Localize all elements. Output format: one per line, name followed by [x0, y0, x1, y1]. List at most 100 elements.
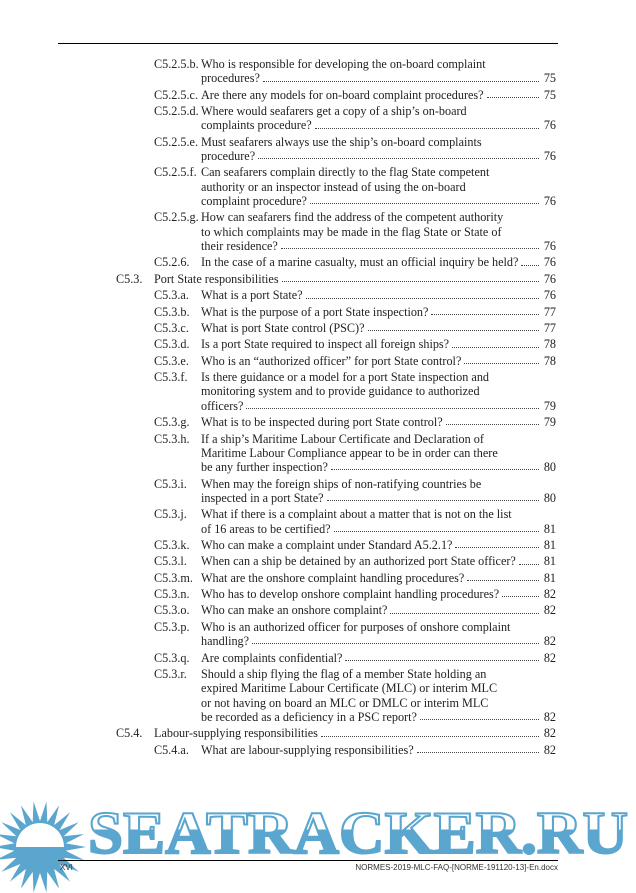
toc-page-number[interactable]: 78 — [543, 337, 556, 352]
toc-title: procedures? — [201, 71, 260, 86]
toc-entry[interactable]: C5.3.b. What is the purpose of a port Sta… — [0, 305, 636, 319]
toc-entry[interactable]: C5.3.f. Is there guidance or a model for … — [0, 370, 636, 413]
toc-page-number[interactable]: 81 — [543, 521, 556, 536]
toc-section[interactable]: C5.4. Labour-supplying responsibilities 82 — [0, 726, 636, 740]
toc-page-number[interactable]: 82 — [543, 650, 556, 665]
toc-title: Is there guidance or a model for a port … — [201, 370, 490, 385]
toc-entry[interactable]: C5.3.n. Who has to develop onshore compla… — [0, 587, 636, 601]
toc-page-number[interactable]: 76 — [543, 255, 556, 270]
toc-title: of 16 areas to be certified? — [201, 521, 331, 536]
toc-entry[interactable]: C5.2.5.f. Can seafarers complain directly… — [0, 165, 636, 208]
toc-page-number[interactable]: 82 — [543, 726, 556, 741]
toc-last-line: What is the purpose of a port State insp… — [201, 305, 541, 319]
toc-entry[interactable]: C5.2.5.b. Who is responsible for developi… — [0, 57, 636, 86]
toc-page-number[interactable]: 82 — [543, 603, 556, 618]
toc-last-line: complaints procedure? — [201, 118, 541, 132]
toc-line: C5.2.6. In the case of a marine casualty,… — [0, 255, 636, 269]
toc-last-line: Are complaints confidential? — [201, 651, 541, 665]
footer-filename: NORMES-2019-MLC-FAQ-[NORME-191120-13]-En… — [355, 863, 558, 872]
toc-page-number[interactable]: 76 — [543, 194, 556, 209]
toc-entry[interactable]: C5.3.d. Is a port State required to inspe… — [0, 337, 636, 351]
toc-entry[interactable]: C5.3.o. Who can make an onshore complaint… — [0, 603, 636, 617]
toc-entry[interactable]: C5.3.h. If a ship’s Maritime Labour Certi… — [0, 432, 636, 475]
toc-title: authority or an inspector instead of usi… — [201, 179, 466, 194]
toc-title: be any further inspection? — [201, 460, 328, 475]
toc-title: What if there is a complaint about a mat… — [201, 507, 512, 522]
toc-line: C5.4.a. What are labour-supplying respons… — [0, 743, 636, 757]
watermark-logo: SEATRACKER.RU — [0, 799, 629, 893]
toc-page-number[interactable]: 75 — [543, 87, 556, 102]
toc-page-number[interactable]: 81 — [543, 570, 556, 585]
toc-title: When can a ship be detained by an author… — [201, 554, 516, 569]
toc-line: C5.3.r. Should a ship flying the flag of … — [0, 667, 636, 681]
toc-title: What is a port State? — [201, 288, 303, 303]
toc-number: C5.4.a. — [154, 742, 189, 757]
toc-entry[interactable]: C5.2.5.e. Must seafarers always use the s… — [0, 135, 636, 164]
toc-last-line: Who can make a complaint under Standard … — [201, 538, 541, 552]
dot-leader — [309, 202, 539, 205]
toc-number: C5.3.e. — [154, 353, 189, 368]
toc-entry[interactable]: C5.4.a. What are labour-supplying respons… — [0, 743, 636, 757]
toc-entry[interactable]: C5.3.a. What is a port State? 76 — [0, 288, 636, 302]
toc-line: C5.3.e. Who is an “authorized officer” fo… — [0, 354, 636, 368]
toc-page-number[interactable]: 82 — [543, 709, 556, 724]
toc-page-number[interactable]: 79 — [543, 398, 556, 413]
toc-title: Who is an “authorized officer” for port … — [201, 353, 462, 368]
toc-page-number[interactable]: 81 — [543, 537, 556, 552]
toc-title: If a ship’s Maritime Labour Certificate … — [201, 431, 484, 446]
header-rule — [58, 43, 558, 44]
toc-page-number[interactable]: 76 — [543, 239, 556, 254]
toc-entry[interactable]: C5.3.j. What if there is a complaint abou… — [0, 507, 636, 536]
toc-entry[interactable]: C5.3.p. Who is an authorized officer for … — [0, 620, 636, 649]
toc-page-number[interactable]: 80 — [543, 490, 556, 505]
footer-rule — [58, 860, 558, 861]
toc-page-number[interactable]: 76 — [543, 271, 556, 286]
toc-entry[interactable]: C5.2.5.g. How can seafarers find the addr… — [0, 210, 636, 253]
dot-leader — [280, 247, 539, 250]
toc-line: officers? 79 — [0, 399, 636, 413]
toc-entry[interactable]: C5.2.5.c. Are there any models for on-boa… — [0, 88, 636, 102]
toc-title: Is a port State required to inspect all … — [201, 337, 450, 352]
toc-line: C5.3. Port State responsibilities 76 — [0, 272, 636, 286]
toc-page-number[interactable]: 77 — [543, 304, 556, 319]
toc-entry[interactable]: C5.3.e. Who is an “authorized officer” fo… — [0, 354, 636, 368]
toc-entry[interactable]: C5.3.c. What is port State control (PSC)?… — [0, 321, 636, 335]
toc-page-number[interactable]: 78 — [543, 353, 556, 368]
toc-last-line: Who is an “authorized officer” for port … — [201, 354, 541, 368]
toc-number: C5.2.5.d. — [154, 104, 199, 119]
toc-entry[interactable]: C5.3.m. What are the onshore complaint ha… — [0, 571, 636, 585]
dot-leader — [305, 297, 539, 299]
toc-entry[interactable]: C5.3.g. What is to be inspected during po… — [0, 415, 636, 429]
toc-page-number[interactable]: 82 — [543, 634, 556, 649]
toc-section[interactable]: C5.3. Port State responsibilities 76 — [0, 272, 636, 286]
toc-line: C5.3.p. Who is an authorized officer for … — [0, 620, 636, 634]
toc-entry[interactable]: C5.3.r. Should a ship flying the flag of … — [0, 667, 636, 724]
dot-leader — [467, 579, 539, 581]
toc-entry[interactable]: C5.3.i. When may the foreign ships of non… — [0, 477, 636, 506]
toc-page-number[interactable]: 80 — [543, 460, 556, 475]
toc-page-number[interactable]: 76 — [543, 288, 556, 303]
toc-entry[interactable]: C5.3.k. Who can make a complaint under St… — [0, 538, 636, 552]
toc-page-number[interactable]: 81 — [543, 554, 556, 569]
toc-last-line: Is a port State required to inspect all … — [201, 337, 541, 351]
toc-page-number[interactable]: 79 — [543, 415, 556, 430]
toc-page-number[interactable]: 82 — [543, 742, 556, 757]
toc-number: C5.3.q. — [154, 650, 190, 665]
toc-entry[interactable]: C5.2.6. In the case of a marine casualty,… — [0, 255, 636, 269]
toc-line: C5.3.h. If a ship’s Maritime Labour Certi… — [0, 432, 636, 446]
toc-page-number[interactable]: 77 — [543, 320, 556, 335]
toc-page-number[interactable]: 75 — [543, 71, 556, 86]
toc-page-number[interactable]: 76 — [543, 149, 556, 164]
toc-entry[interactable]: C5.3.l. When can a ship be detained by an… — [0, 554, 636, 568]
toc-title: Must seafarers always use the ship’s on-… — [201, 134, 482, 149]
toc-line: C5.3.a. What is a port State? 76 — [0, 288, 636, 302]
dot-leader — [330, 468, 539, 471]
toc-line: of 16 areas to be certified? 81 — [0, 522, 636, 536]
toc-entry[interactable]: C5.2.5.d. Where would seafarers get a cop… — [0, 104, 636, 133]
toc-last-line: officers? — [201, 399, 541, 413]
toc-page-number[interactable]: 76 — [543, 118, 556, 133]
toc-line: Maritime Labour Compliance appear to be … — [0, 446, 636, 460]
toc-line: procedure? 76 — [0, 149, 636, 163]
toc-entry[interactable]: C5.3.q. Are complaints confidential? 82 — [0, 651, 636, 665]
toc-page-number[interactable]: 82 — [543, 587, 556, 602]
